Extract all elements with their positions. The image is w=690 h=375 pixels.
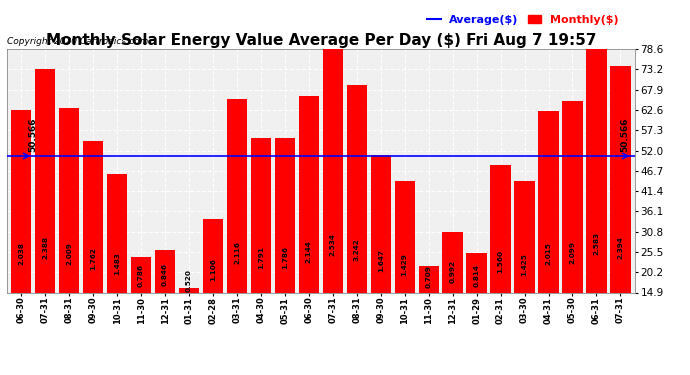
Bar bbox=[371, 155, 391, 292]
Bar bbox=[35, 69, 55, 292]
Text: 2.116: 2.116 bbox=[234, 241, 240, 264]
Bar bbox=[250, 138, 271, 292]
Text: 1.560: 1.560 bbox=[497, 251, 504, 273]
Bar bbox=[299, 96, 319, 292]
Text: 50.566: 50.566 bbox=[620, 118, 629, 152]
Text: 0.520: 0.520 bbox=[186, 269, 192, 292]
Text: 2.038: 2.038 bbox=[18, 242, 24, 265]
Legend: Average($), Monthly($): Average($), Monthly($) bbox=[423, 10, 623, 29]
Bar bbox=[562, 101, 582, 292]
Bar bbox=[395, 181, 415, 292]
Text: Copyright 2020 Cartronics.com: Copyright 2020 Cartronics.com bbox=[7, 38, 148, 46]
Text: 1.483: 1.483 bbox=[114, 252, 120, 275]
Text: 1.106: 1.106 bbox=[210, 258, 216, 281]
Text: 2.009: 2.009 bbox=[66, 242, 72, 265]
Text: 2.144: 2.144 bbox=[306, 240, 312, 263]
Text: 50.566: 50.566 bbox=[28, 118, 37, 152]
Bar bbox=[610, 66, 631, 292]
Text: 0.709: 0.709 bbox=[426, 266, 432, 288]
Bar bbox=[419, 266, 439, 292]
Text: 0.846: 0.846 bbox=[162, 263, 168, 286]
Text: 0.786: 0.786 bbox=[138, 264, 144, 287]
Text: 2.534: 2.534 bbox=[330, 233, 336, 256]
Bar bbox=[155, 250, 175, 292]
Bar bbox=[11, 110, 32, 292]
Text: 2.394: 2.394 bbox=[618, 236, 624, 259]
Text: 1.425: 1.425 bbox=[522, 253, 528, 276]
Text: 0.814: 0.814 bbox=[473, 264, 480, 286]
Text: 2.099: 2.099 bbox=[569, 241, 575, 264]
Text: 1.647: 1.647 bbox=[377, 249, 384, 272]
Text: 1.791: 1.791 bbox=[258, 246, 264, 269]
Bar bbox=[466, 254, 487, 292]
Bar bbox=[491, 165, 511, 292]
Bar bbox=[538, 111, 559, 292]
Bar bbox=[442, 232, 463, 292]
Bar bbox=[59, 108, 79, 292]
Bar bbox=[203, 219, 223, 292]
Bar bbox=[227, 99, 247, 292]
Bar bbox=[275, 138, 295, 292]
Bar bbox=[323, 49, 343, 292]
Bar bbox=[346, 85, 367, 292]
Text: 2.015: 2.015 bbox=[546, 242, 551, 265]
Bar bbox=[131, 256, 151, 292]
Bar bbox=[514, 181, 535, 292]
Bar bbox=[83, 141, 104, 292]
Bar bbox=[107, 174, 128, 292]
Text: 2.583: 2.583 bbox=[593, 232, 600, 255]
Text: 3.242: 3.242 bbox=[354, 238, 359, 261]
Text: 1.429: 1.429 bbox=[402, 253, 408, 276]
Title: Monthly Solar Energy Value Average Per Day ($) Fri Aug 7 19:57: Monthly Solar Energy Value Average Per D… bbox=[46, 33, 596, 48]
Text: 0.992: 0.992 bbox=[450, 261, 455, 284]
Bar bbox=[179, 288, 199, 292]
Bar bbox=[586, 45, 607, 292]
Text: 1.762: 1.762 bbox=[90, 247, 96, 270]
Text: 2.388: 2.388 bbox=[42, 236, 48, 259]
Text: 1.786: 1.786 bbox=[282, 246, 288, 269]
